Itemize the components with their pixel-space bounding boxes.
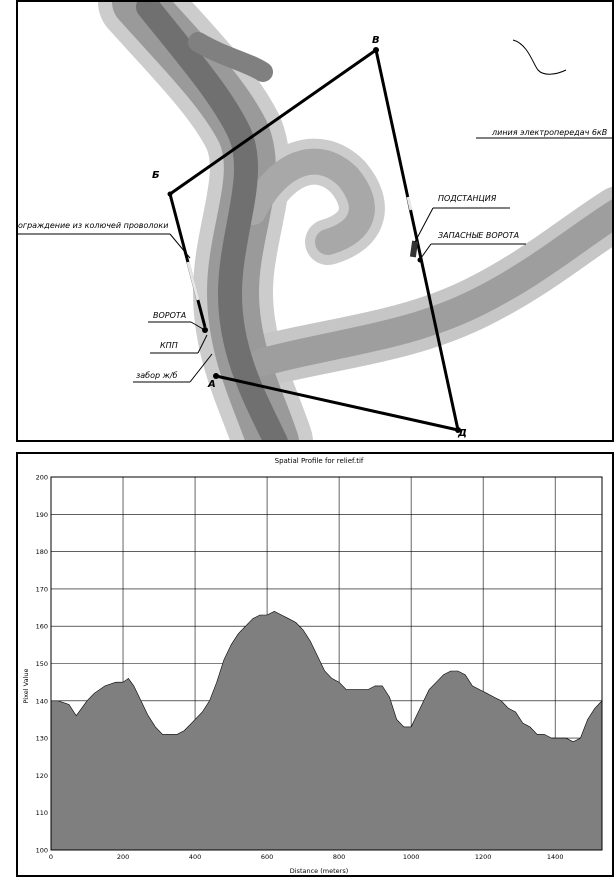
site-map-panel: В Б А Д линия электропередач 6кВ огражде… xyxy=(16,0,614,442)
vertex-v-marker xyxy=(373,47,379,53)
x-tick-label: 1200 xyxy=(475,853,492,861)
rc-fence-pointer xyxy=(189,353,213,383)
y-tick-label: 100 xyxy=(36,847,48,855)
gate-label: ВОРОТА xyxy=(153,311,186,320)
boundary-d-a xyxy=(215,374,459,432)
spatial-profile-panel: Spatial Profile for relief.tif 100 110 120… xyxy=(16,452,614,877)
substation-marker xyxy=(409,240,419,258)
gate-marker xyxy=(202,327,208,333)
boundary-b-gate xyxy=(168,193,207,328)
y-tick-label: 180 xyxy=(36,548,48,556)
relief-mid-band-arm xyxy=(249,199,612,376)
y-tick-label: 160 xyxy=(36,623,48,631)
spare-gate-pointer xyxy=(420,243,432,259)
site-map: В Б А Д линия электропередач 6кВ огражде… xyxy=(18,2,612,440)
barbed-fence-pointer xyxy=(169,233,191,259)
x-tick-label: 600 xyxy=(261,853,273,861)
rc-fence-label: забор ж/б xyxy=(136,371,178,380)
vertex-v-label: В xyxy=(372,35,380,46)
y-tick-label: 200 xyxy=(36,474,48,482)
x-axis-ticks: 0 200 400 600 800 1000 1200 1400 xyxy=(49,853,564,861)
substation-pointer xyxy=(414,207,434,243)
x-tick-label: 400 xyxy=(189,853,201,861)
power-line-curve-symbol xyxy=(512,39,567,75)
vertex-b-label: Б xyxy=(152,170,160,181)
relief-dark-core-upper xyxy=(188,32,273,82)
gate-pointer xyxy=(190,321,204,330)
kpp-label: КПП xyxy=(160,341,178,350)
x-tick-label: 200 xyxy=(117,853,129,861)
relief-dark-core xyxy=(136,2,288,440)
chart-title: Spatial Profile for relief.tif xyxy=(275,457,364,465)
x-tick-label: 1400 xyxy=(547,853,564,861)
y-axis-label: Pixel Value xyxy=(22,669,30,704)
substation-label: ПОДСТАНЦИЯ xyxy=(438,194,497,203)
power-line-label: линия электропередач 6кВ xyxy=(491,128,607,137)
vertex-d-marker xyxy=(455,427,461,433)
vertex-d-label: Д xyxy=(457,428,467,439)
y-tick-label: 120 xyxy=(36,772,48,780)
y-tick-label: 110 xyxy=(36,809,48,817)
spare-gate-marker xyxy=(417,257,423,263)
x-tick-label: 800 xyxy=(333,853,345,861)
boundary-v-d xyxy=(374,49,460,431)
y-tick-label: 140 xyxy=(36,697,48,705)
barbed-fence-label: ограждение из колючей проволоки xyxy=(18,221,168,230)
relief-raster xyxy=(98,2,612,440)
spatial-profile-chart: Spatial Profile for relief.tif 100 110 120… xyxy=(22,457,603,875)
boundary-gap-west xyxy=(186,261,200,301)
plot-border xyxy=(50,476,603,851)
vertex-a-marker xyxy=(213,373,219,379)
x-tick-label: 0 xyxy=(49,853,53,861)
spare-gate-label: ЗАПАСНЫЕ ВОРОТА xyxy=(438,231,519,240)
boundary-gap-east xyxy=(406,196,413,211)
y-tick-label: 170 xyxy=(36,585,48,593)
vertex-a-label: А xyxy=(207,379,216,390)
y-tick-label: 150 xyxy=(36,660,48,668)
profile-area-series xyxy=(50,610,603,851)
y-axis-ticks: 100 110 120 130 140 150 160 170 180 190 200 xyxy=(36,474,48,855)
y-tick-label: 190 xyxy=(36,511,48,519)
x-axis-label: Distance (meters) xyxy=(290,867,349,875)
y-tick-label: 130 xyxy=(36,735,48,743)
relief-mid-band-branch xyxy=(240,148,375,255)
site-boundary xyxy=(168,48,460,432)
boundary-b-v xyxy=(169,48,377,196)
vertex-b-marker xyxy=(167,191,173,197)
x-tick-label: 1000 xyxy=(403,853,420,861)
kpp-pointer xyxy=(197,334,208,354)
